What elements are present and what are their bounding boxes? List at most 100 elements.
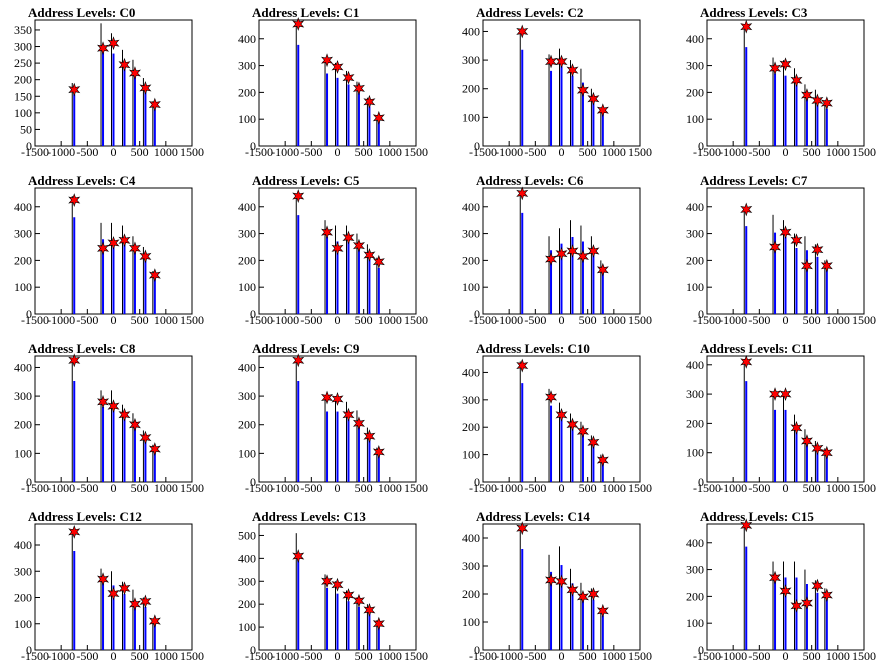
x-tick-label: -1000 <box>47 313 75 327</box>
x-tick-label: -500 <box>76 145 98 159</box>
y-tick-label: 100 <box>462 110 480 124</box>
y-tick-label: 0 <box>250 643 256 657</box>
x-tick-label: 1000 <box>378 649 402 663</box>
peak-marker <box>820 96 833 111</box>
chart-panel: Address Levels: C8 0 100 200 300 400 -1500-100… <box>14 341 204 495</box>
x-tick-label: 500 <box>579 313 597 327</box>
x-tick-label: 1500 <box>404 649 428 663</box>
x-tick-label: 0 <box>111 481 117 495</box>
peak-marker <box>363 248 376 262</box>
peak-marker <box>779 584 792 598</box>
x-tick-label: 1500 <box>180 481 204 495</box>
y-tick-label: 100 <box>686 280 704 294</box>
peak-marker <box>118 581 131 596</box>
x-tick-label: 500 <box>355 649 373 663</box>
y-tick-label: 200 <box>14 591 32 605</box>
peak-marker <box>545 390 558 405</box>
peak-marker <box>800 596 813 611</box>
y-tick-label: 100 <box>686 616 704 630</box>
y-tick-label: 0 <box>26 475 32 489</box>
chart-title: Address Levels: C6 <box>476 173 584 188</box>
peak-marker <box>331 241 344 256</box>
y-tick-label: 100 <box>238 446 256 460</box>
peak-marker <box>292 353 305 368</box>
y-tick-label: 400 <box>462 200 480 214</box>
y-tick-label: 300 <box>686 227 704 241</box>
x-tick-label: -1000 <box>719 313 747 327</box>
chart-panel: Address Levels: C10 0 100 200 300 400 -1500-10… <box>462 341 652 495</box>
peak-marker <box>128 66 141 80</box>
x-tick-label: 500 <box>131 145 149 159</box>
x-tick-label: 1000 <box>602 649 626 663</box>
y-tick-label: 250 <box>14 56 32 70</box>
x-tick-label: 1000 <box>154 313 178 327</box>
x-tick-label: 0 <box>783 145 789 159</box>
peak-marker <box>790 420 803 435</box>
peak-marker <box>740 202 753 217</box>
y-tick-label: 0 <box>474 139 480 153</box>
x-tick-label: -1000 <box>719 145 747 159</box>
y-tick-label: 0 <box>698 307 704 321</box>
peak-marker <box>139 430 152 445</box>
x-tick-label: 500 <box>131 649 149 663</box>
x-tick-label: 0 <box>783 649 789 663</box>
x-tick-label: 1500 <box>852 649 876 663</box>
y-tick-label: 200 <box>238 597 256 611</box>
x-tick-label: -1500 <box>693 481 721 495</box>
x-tick-label: -1500 <box>245 313 273 327</box>
peak-marker <box>545 54 558 69</box>
peak-marker <box>321 390 334 405</box>
x-tick-label: -1500 <box>21 145 49 159</box>
y-tick-label: 0 <box>250 307 256 321</box>
peak-marker <box>576 249 589 264</box>
y-tick-label: 0 <box>698 643 704 657</box>
x-tick-label: -1500 <box>469 649 497 663</box>
peak-marker <box>779 387 792 402</box>
chart-title: Address Levels: C5 <box>252 173 360 188</box>
x-tick-label: 500 <box>579 649 597 663</box>
peak-marker <box>800 88 813 102</box>
peak-marker <box>352 593 365 608</box>
peak-marker <box>331 59 344 74</box>
x-tick-label: -500 <box>748 145 770 159</box>
x-tick-label: -1500 <box>693 313 721 327</box>
y-tick-label: 200 <box>462 82 480 96</box>
x-tick-label: 0 <box>335 313 341 327</box>
chart-title: Address Levels: C10 <box>476 341 590 356</box>
y-tick-label: 200 <box>238 253 256 267</box>
y-tick-label: 200 <box>686 85 704 99</box>
y-tick-label: 300 <box>238 574 256 588</box>
y-tick-label: 200 <box>462 587 480 601</box>
y-tick-label: 0 <box>474 643 480 657</box>
peak-marker <box>68 353 81 368</box>
peak-marker <box>555 574 568 589</box>
x-tick-label: -1000 <box>47 145 75 159</box>
x-tick-label: 1500 <box>404 481 428 495</box>
y-tick-label: 300 <box>14 564 32 578</box>
peak-marker <box>811 93 824 108</box>
y-tick-label: 100 <box>14 106 32 120</box>
x-tick-label: 500 <box>803 145 821 159</box>
y-tick-label: 200 <box>686 589 704 603</box>
peak-marker <box>790 73 803 88</box>
y-tick-label: 300 <box>238 389 256 403</box>
chart-panel: Address Levels: C11 0 100 200 300 400 -1500-10… <box>686 341 876 495</box>
x-tick-label: 0 <box>559 649 565 663</box>
y-tick-label: 300 <box>14 389 32 403</box>
x-tick-label: 500 <box>131 481 149 495</box>
peak-marker <box>139 594 152 609</box>
y-tick-label: 300 <box>462 559 480 573</box>
peak-marker <box>148 268 161 283</box>
chart-panel: Address Levels: C5 0 100 200 300 400 -1500-100… <box>238 173 428 327</box>
chart-panel: Address Levels: C4 0 100 200 300 400 -1500-100… <box>14 173 204 327</box>
x-tick-label: -500 <box>748 313 770 327</box>
peak-marker <box>97 394 110 409</box>
peak-marker <box>596 453 609 468</box>
x-tick-label: 1500 <box>852 145 876 159</box>
y-tick-label: 100 <box>14 446 32 460</box>
peak-marker <box>148 97 161 112</box>
x-tick-label: -500 <box>524 649 546 663</box>
peak-marker <box>372 616 385 631</box>
peak-marker <box>566 582 579 597</box>
x-tick-label: -500 <box>524 145 546 159</box>
